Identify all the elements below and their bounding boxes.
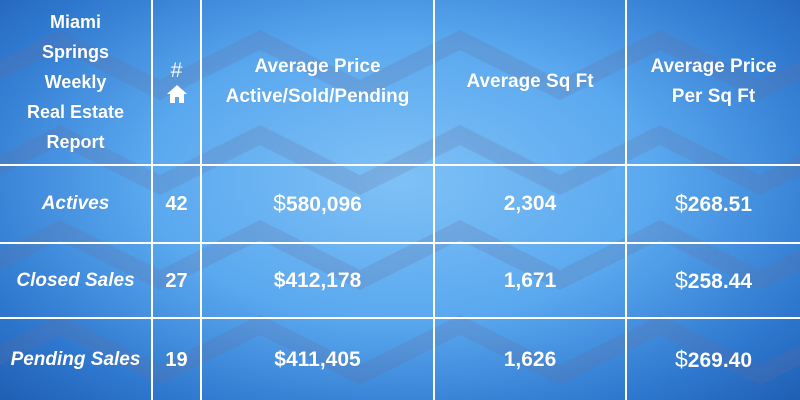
avg-price-value: $412,178 — [200, 242, 435, 319]
count-value: 19 — [151, 317, 202, 400]
table-row: Closed Sales 27 $412,178 1,671 $258.44 — [0, 242, 800, 319]
avg-sqft-value: 1,671 — [433, 242, 627, 319]
avg-price-sqft-value: $258.44 — [625, 242, 800, 319]
avg-price-sqft-header-line: Average Price — [650, 56, 777, 77]
avg-price-amount: 412,178 — [285, 268, 362, 292]
currency-symbol: $ — [674, 345, 688, 372]
avg-price-value: $580,096 — [200, 164, 435, 244]
header-row: Miami Springs Weekly Real Estate Report … — [0, 0, 800, 166]
report-title-line: Springs — [41, 42, 109, 62]
home-icon — [166, 85, 187, 103]
avg-price-header: Average Price Active/Sold/Pending — [200, 0, 435, 166]
avg-price-header-line: Average Price — [254, 56, 381, 77]
avg-price-sqft-header: Average Price Per Sq Ft — [625, 0, 800, 166]
report-title-line: Miami — [49, 12, 101, 32]
avg-price-sqft-value: $268.51 — [625, 164, 800, 244]
avg-price-amount: 411,405 — [285, 347, 361, 371]
row-label: Actives — [0, 164, 153, 244]
report-title: Miami Springs Weekly Real Estate Report — [0, 0, 153, 166]
avg-price-sqft-amount: 269.40 — [687, 348, 753, 372]
avg-sqft-header-text: Average Sq Ft — [466, 71, 594, 92]
table-row: Actives 42 $580,096 2,304 $268.51 — [0, 164, 800, 244]
currency-symbol: $ — [674, 190, 688, 216]
currency-symbol: $ — [273, 268, 286, 292]
report-title-line: Real Estate — [26, 102, 125, 122]
report-title-line: Weekly — [44, 72, 107, 92]
currency-symbol: $ — [674, 266, 688, 293]
row-label: Closed Sales — [0, 242, 153, 319]
avg-price-value: $411,405 — [200, 317, 435, 400]
count-symbol: # — [170, 59, 183, 82]
avg-sqft-value: 1,626 — [433, 317, 627, 400]
avg-price-header-line: Active/Sold/Pending — [225, 86, 410, 107]
avg-price-sqft-amount: 258.44 — [687, 269, 753, 293]
count-header: # — [151, 0, 202, 166]
avg-price-amount: 580,096 — [285, 193, 362, 216]
count-value: 42 — [151, 164, 202, 244]
avg-sqft-header: Average Sq Ft — [433, 0, 627, 166]
row-label: Pending Sales — [0, 317, 153, 400]
currency-symbol: $ — [274, 347, 286, 371]
avg-price-sqft-header-line: Per Sq Ft — [671, 86, 756, 107]
table-row: Pending Sales 19 $411,405 1,626 $269.40 — [0, 317, 800, 400]
avg-sqft-value: 2,304 — [433, 164, 627, 244]
currency-symbol: $ — [273, 190, 286, 216]
avg-price-sqft-amount: 268.51 — [687, 193, 753, 216]
count-value: 27 — [151, 242, 202, 319]
report-title-line: Report — [46, 132, 105, 152]
avg-price-sqft-value: $269.40 — [625, 317, 800, 400]
